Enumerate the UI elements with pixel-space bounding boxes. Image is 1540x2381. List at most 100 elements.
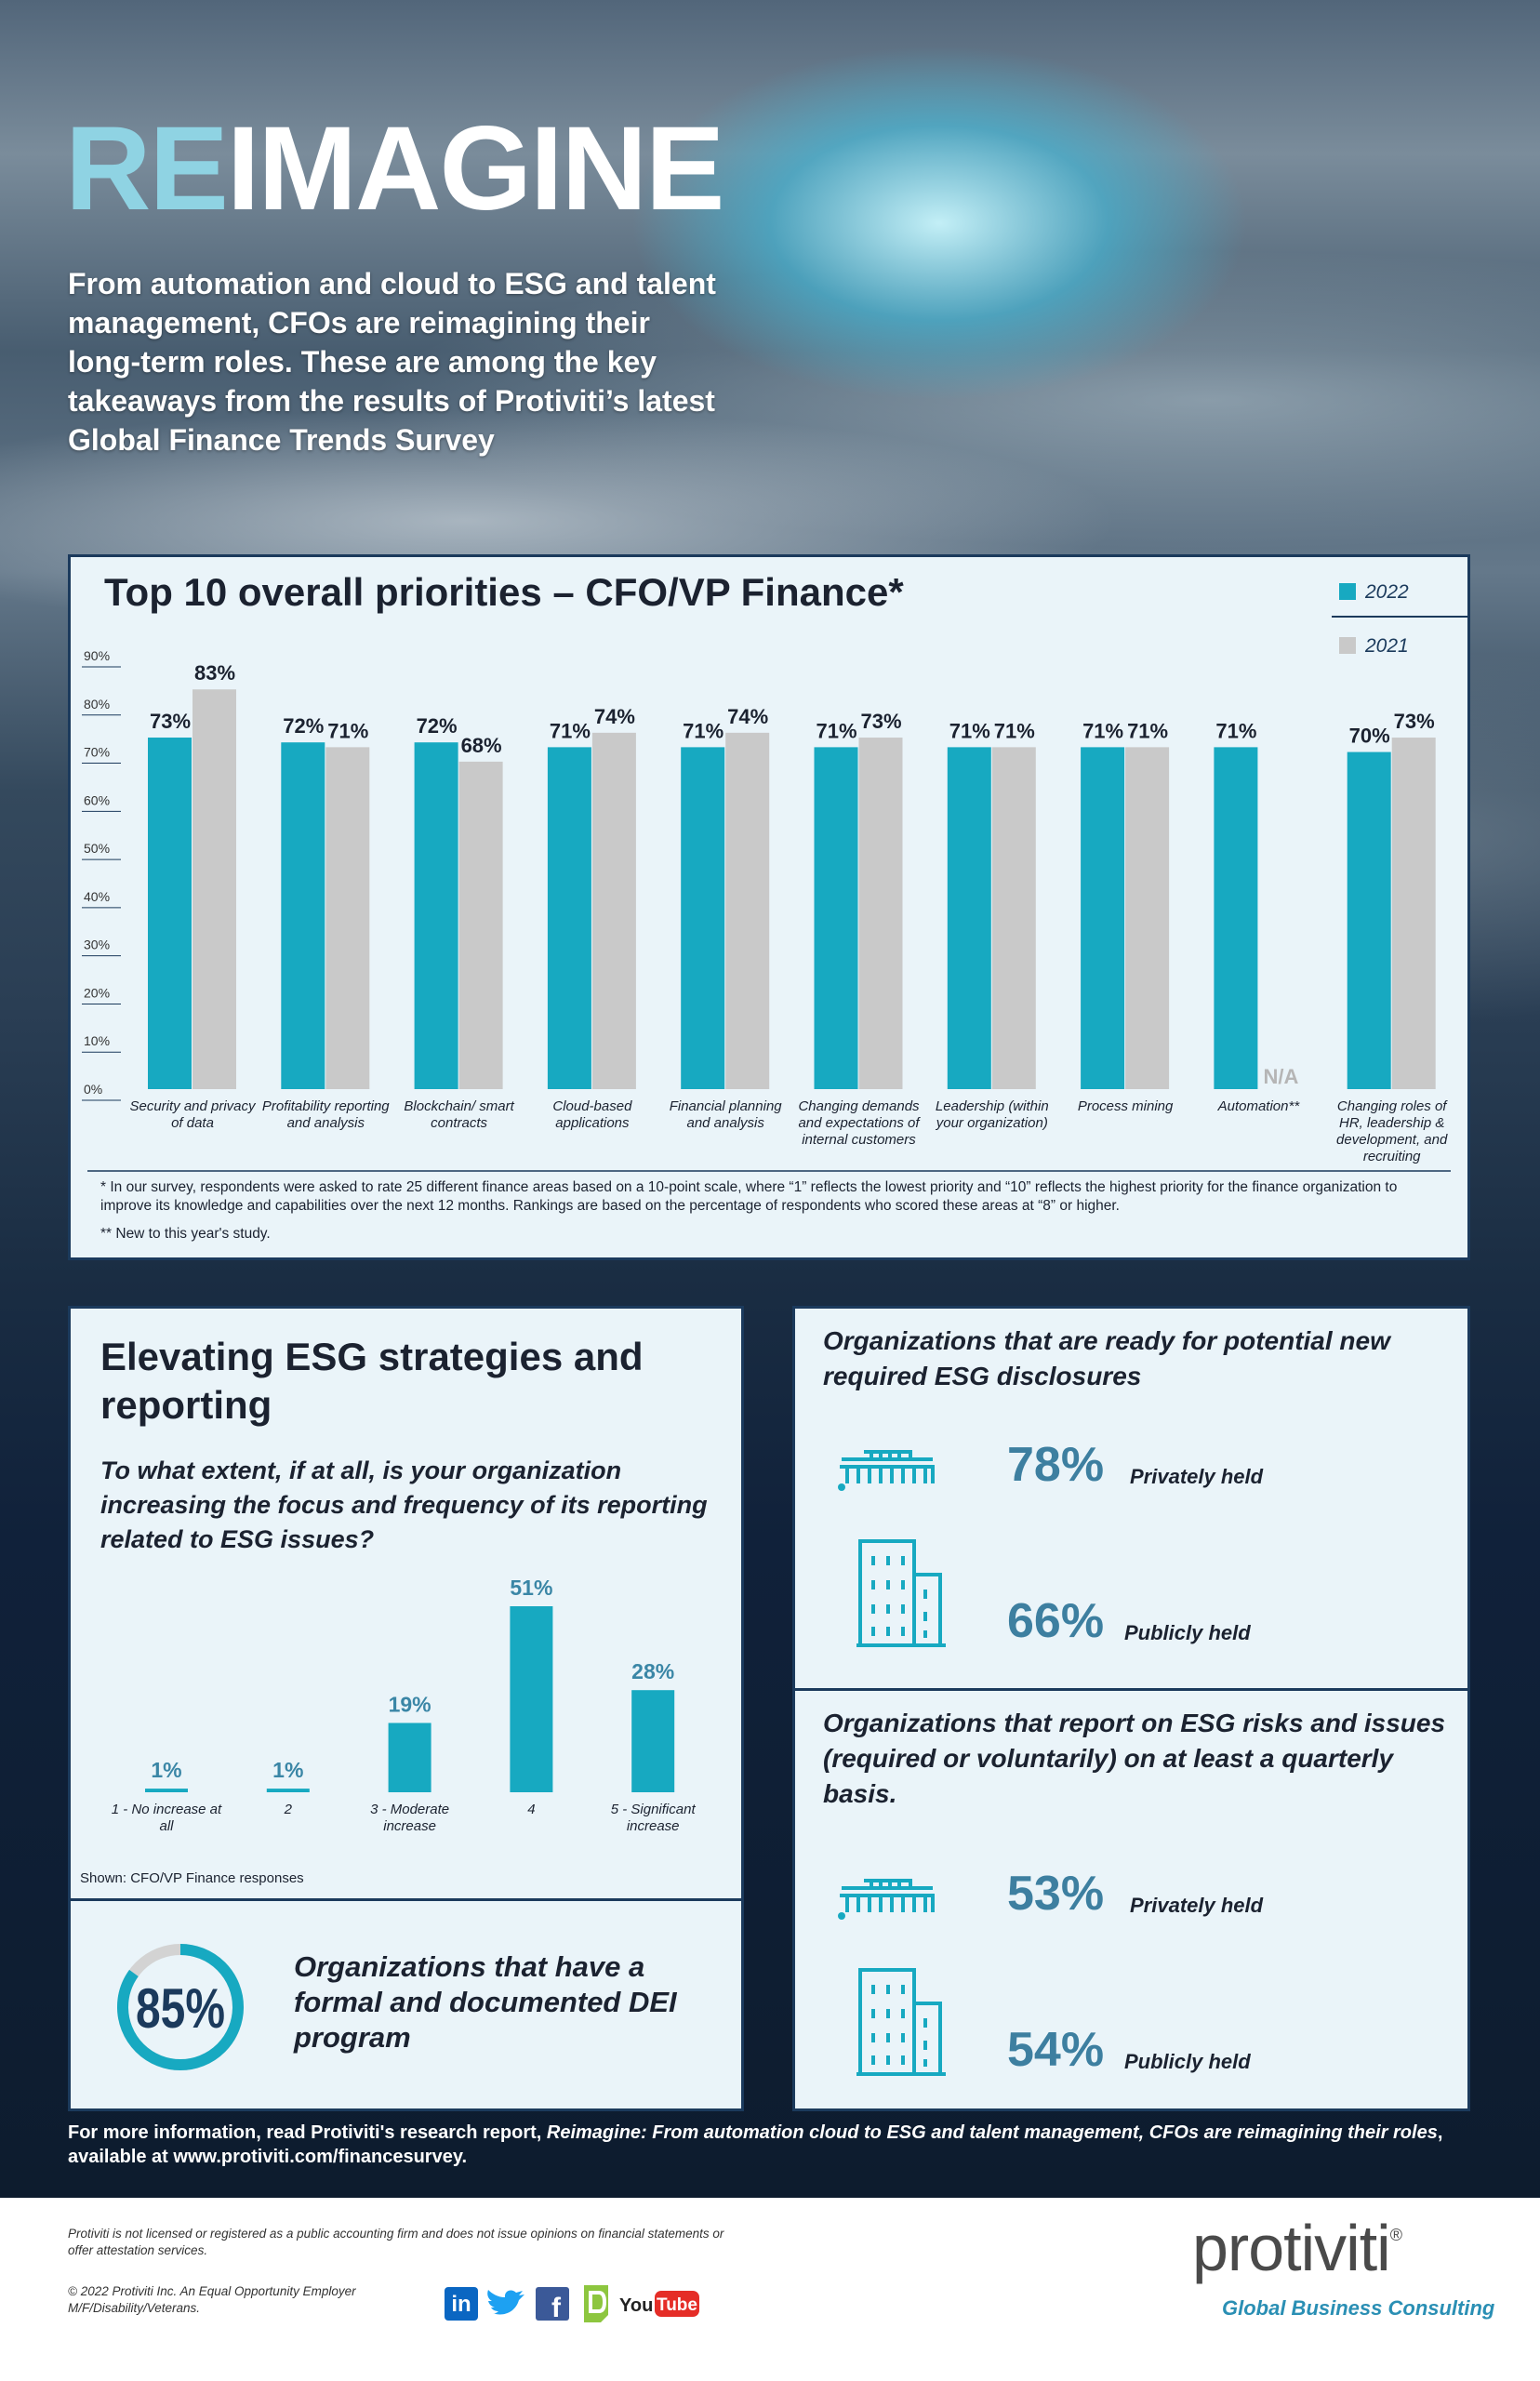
chart-title: Elevating ESG strategies and reporting — [100, 1335, 644, 1427]
x-tick-label: 2 — [284, 1802, 292, 1817]
intro: From automation and cloud to ESG and tal… — [68, 264, 716, 459]
value-label: 71% — [1215, 719, 1256, 742]
value-label: 73% — [150, 710, 191, 733]
bar — [991, 747, 1036, 1089]
bar — [814, 747, 858, 1089]
chart-title: Top 10 overall priorities – CFO/VP Finan… — [104, 570, 904, 614]
value-label: 19% — [389, 1692, 431, 1716]
legend-label: 2022 — [1364, 581, 1409, 603]
bar — [192, 689, 236, 1089]
more-info: For more information, read Protiviti's r… — [68, 2121, 1472, 2169]
donut-label: 85% — [136, 1977, 225, 2040]
stats-title: Organizations that report on ESG risks a… — [823, 1709, 1446, 1808]
bar — [725, 732, 770, 1089]
value-label: 72% — [417, 714, 458, 738]
intro-line: long-term roles. These are among the key — [68, 345, 657, 379]
y-tick-label: 0% — [84, 1082, 102, 1097]
building-icon — [855, 1966, 948, 2082]
footnote: * In our survey, respondents were asked … — [100, 1179, 1398, 1214]
title-part: IMAGINE — [226, 102, 725, 235]
x-tick-label: 5 - Significant increase — [610, 1802, 696, 1834]
bar — [1125, 747, 1170, 1089]
x-tick-label: Changing demands and expectations of int… — [798, 1098, 920, 1148]
x-tick-label: Process mining — [1077, 1098, 1174, 1114]
value-label: 1% — [272, 1758, 303, 1782]
stat-value: 66% — [1007, 1594, 1105, 1648]
chart: 0% 10% 20% 30% 40% 50% 60% 70% 80% 90% 2022 2021 73%… — [82, 581, 1467, 1172]
building-icon — [836, 1439, 938, 1499]
value-label: 71% — [550, 719, 591, 742]
y-tick-label: 60% — [84, 792, 110, 807]
stat-label: Privately held — [1130, 1465, 1264, 1488]
bar — [148, 738, 192, 1089]
x-tick-label: Changing roles of HR, leadership & devel… — [1336, 1098, 1448, 1164]
stat-label: Publicly held — [1124, 2050, 1251, 2073]
x-tick-label: Automation** — [1217, 1098, 1300, 1114]
value-label: 72% — [283, 714, 324, 738]
logo: protiviti® — [1192, 2211, 1402, 2285]
icon-text: in — [451, 2292, 471, 2317]
value-label: 28% — [631, 1659, 674, 1683]
value-label: 71% — [683, 719, 724, 742]
y-tick-label: 70% — [84, 745, 110, 760]
y-tick-label: 40% — [84, 889, 110, 904]
value-label: 71% — [1082, 719, 1123, 742]
bar — [325, 747, 370, 1089]
legend-label: 2021 — [1364, 635, 1409, 657]
bar — [1081, 747, 1125, 1089]
chart-subtitle: To what extent, if at all, is your organ… — [100, 1457, 708, 1553]
stat-value: 53% — [1007, 1867, 1105, 1921]
disclaimer: Protiviti is not licensed or registered … — [68, 2227, 724, 2257]
x-tick-label: Cloud-based applications — [552, 1098, 632, 1131]
intro-line: From automation and cloud to ESG and tal… — [68, 267, 716, 300]
intro-line: management, CFOs are reimagining their — [68, 306, 650, 339]
value-label: 71% — [949, 719, 990, 742]
value-label: 71% — [1127, 719, 1168, 742]
x-tick-label: Blockchain/ smart contracts — [404, 1098, 514, 1131]
bar — [1214, 747, 1258, 1089]
chart: 85% — [117, 1944, 244, 2070]
copyright: © 2022 Protiviti Inc. An Equal Opportuni… — [68, 2284, 356, 2315]
icon — [856, 1539, 946, 1647]
value-label: 71% — [994, 719, 1035, 742]
youtube-icon — [655, 2291, 699, 2317]
value-label: 51% — [510, 1576, 552, 1600]
icon-text: Tube — [657, 2295, 697, 2315]
stats-title: Organizations that are ready for potenti… — [823, 1326, 1390, 1390]
icon — [838, 1450, 935, 1491]
report-title: Reimagine: From automation cloud to ESG … — [546, 2122, 1438, 2143]
x-tick-label: 3 - Moderate increase — [370, 1802, 450, 1834]
y-tick-label: 80% — [84, 697, 110, 712]
bar — [458, 761, 503, 1089]
icon — [856, 1968, 946, 2076]
social-icons: in f You Tube — [445, 2285, 699, 2323]
x-tick-label: Security and privacy of data — [129, 1098, 256, 1131]
stats-panel: Organizations that report on ESG risks a… — [792, 1688, 1470, 2111]
building-icon — [836, 1868, 938, 1928]
bar — [510, 1606, 553, 1792]
bar — [414, 742, 458, 1089]
bar — [281, 742, 325, 1089]
tagline: Global Business Consulting — [1222, 2296, 1495, 2320]
x-tick-label: Profitability reporting and analysis — [261, 1098, 390, 1131]
value-label: N/A — [1263, 1065, 1298, 1088]
bar — [266, 1789, 310, 1792]
donut-arc — [117, 1944, 244, 2070]
stat-value: 54% — [1007, 2023, 1105, 2077]
blog-mark — [589, 2291, 607, 2313]
value-label: 71% — [816, 719, 856, 742]
bar — [388, 1723, 431, 1792]
x-tick-label: 1 - No increase at all — [111, 1802, 222, 1834]
bar — [1347, 752, 1391, 1089]
bar — [145, 1789, 188, 1792]
value-label: 73% — [1394, 710, 1435, 733]
intro-line: takeaways from the results of Protiviti’… — [68, 384, 715, 418]
title-part: RE — [65, 102, 229, 235]
value-label: 83% — [194, 661, 235, 685]
y-tick-label: 20% — [84, 985, 110, 1000]
registered: ® — [1389, 2226, 1402, 2244]
bar — [631, 1690, 675, 1792]
bar — [591, 732, 636, 1089]
chart-note: Shown: CFO/VP Finance responses — [80, 1870, 304, 1886]
